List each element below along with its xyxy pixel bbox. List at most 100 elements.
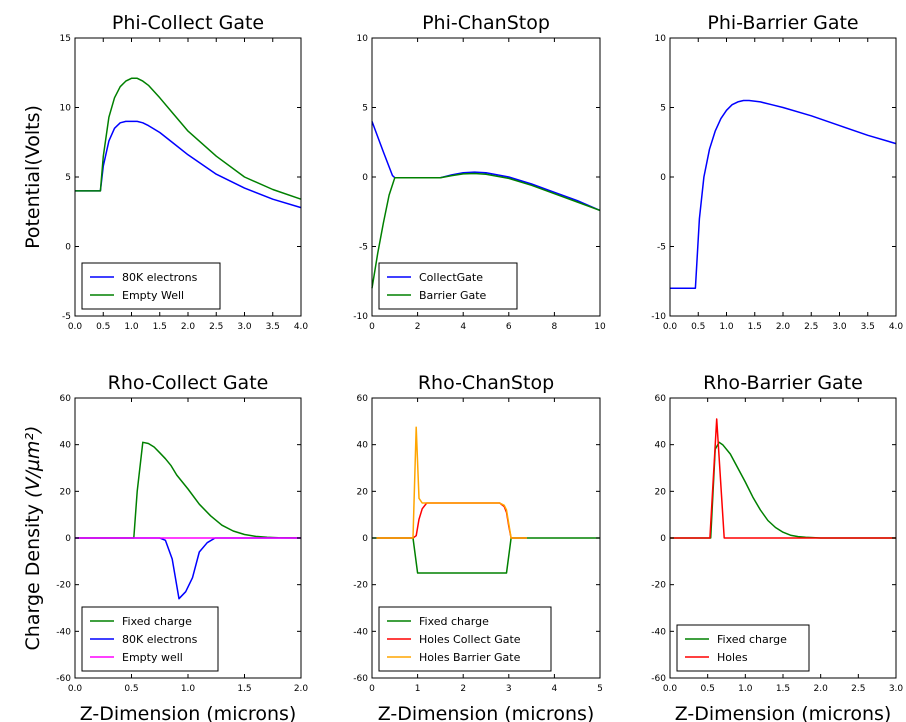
axis-ticks xyxy=(371,37,601,317)
series-line-fixed-charge xyxy=(372,537,600,574)
x-tick-label: 3.5 xyxy=(266,322,280,332)
legend-label-holes-collect-gate: Holes Collect Gate xyxy=(419,633,521,646)
x-tick-label: 10 xyxy=(594,322,606,332)
legend-label-holes: Holes xyxy=(717,651,748,664)
y-tick-label: 10 xyxy=(655,34,667,44)
y-tick-label: 0 xyxy=(362,534,368,544)
axis-ticks xyxy=(669,397,897,679)
series-line-collectgate xyxy=(371,121,601,212)
y-tick-label: 40 xyxy=(357,441,369,451)
legend: Fixed charge Holes Collect Gate Holes Barr… xyxy=(378,606,552,672)
y-tick-label: -5 xyxy=(359,243,368,253)
y-tick-label: 60 xyxy=(357,394,369,404)
axis-ticks xyxy=(74,37,302,317)
x-tick-label: 2.5 xyxy=(851,684,865,694)
x-tick-label: 0.5 xyxy=(96,322,110,332)
y-tick-label: -20 xyxy=(353,581,368,591)
x-tick-label: 2.0 xyxy=(181,322,196,332)
chart-panel-phi-collect-gate: Phi-Collect Gate 0.0 0.5 1.0 1.5 2.0 2.5 3.0 3.5… xyxy=(22,12,308,332)
y-axis-label-text: Charge Density xyxy=(22,504,44,650)
series-line-potential xyxy=(670,99,897,289)
series-line-fixed-charge xyxy=(75,441,302,539)
y-tick-label: 60 xyxy=(60,394,72,404)
x-tick-label: 1.5 xyxy=(748,322,762,332)
series-line-holes-barrier-gate xyxy=(376,426,527,539)
series-line-fixed-charge xyxy=(670,441,896,539)
chart-panel-rho-chanstop: Rho-ChanStop 0 1 2 3 4 5 -60 -40 -20 0 20 40 60 Z-Dime… xyxy=(353,372,603,722)
x-tick-label: 4.0 xyxy=(294,322,309,332)
y-axis-label-text: Potential(Volts) xyxy=(22,105,44,249)
x-tick-label: 1.5 xyxy=(237,684,251,694)
x-tick-label: 2 xyxy=(460,684,466,694)
x-tick-label: 0.5 xyxy=(691,322,705,332)
chart-title: Phi-Barrier Gate xyxy=(707,12,858,34)
y-tick-label: 0 xyxy=(65,534,71,544)
x-tick-label: 2.5 xyxy=(209,322,223,332)
chart-title: Rho-ChanStop xyxy=(418,372,554,394)
x-tick-label: 3.0 xyxy=(889,684,904,694)
y-tick-label: 40 xyxy=(60,441,72,451)
series-line-80k-electrons xyxy=(75,120,302,209)
legend-label-empty-well: Empty Well xyxy=(122,289,184,302)
legend-label-barrier-gate: Barrier Gate xyxy=(419,289,487,302)
x-tick-label: 4 xyxy=(552,684,558,694)
y-tick-label: 10 xyxy=(60,104,72,114)
x-tick-label: 3.0 xyxy=(237,322,252,332)
x-tick-label: 5 xyxy=(597,684,603,694)
y-tick-label: -5 xyxy=(62,312,71,322)
series-line-holes xyxy=(670,418,896,539)
chart-title: Phi-ChanStop xyxy=(422,12,550,34)
x-tick-label: 0.0 xyxy=(68,684,83,694)
chart-title: Rho-Barrier Gate xyxy=(703,372,863,394)
y-axis-label-units: (V/µm²) xyxy=(22,426,44,498)
x-tick-label: 1 xyxy=(415,684,421,694)
x-tick-label: 2 xyxy=(415,322,421,332)
legend-label-fixed-charge: Fixed charge xyxy=(717,633,787,646)
legend: Fixed charge 80K electrons Empty well xyxy=(81,606,219,672)
x-axis-label: Z-Dimension (microns) xyxy=(80,703,297,722)
x-tick-label: 1.0 xyxy=(738,684,753,694)
legend-label-fixed-charge: Fixed charge xyxy=(122,615,192,628)
x-tick-label: 3.0 xyxy=(832,322,847,332)
y-tick-label: -20 xyxy=(651,581,666,591)
y-tick-label: 15 xyxy=(60,34,71,44)
x-tick-label: 2.0 xyxy=(776,322,791,332)
legend-label-80k-electrons: 80K electrons xyxy=(122,271,198,284)
x-tick-label: 0.0 xyxy=(663,684,678,694)
x-tick-label: 2.0 xyxy=(294,684,309,694)
x-tick-label: 3 xyxy=(506,684,512,694)
chart-panel-rho-barrier-gate: Rho-Barrier Gate 0.0 0.5 1.0 1.5 2.0 2.5 3.0 -60… xyxy=(651,372,903,722)
chart-title: Phi-Collect Gate xyxy=(112,12,264,34)
y-tick-label: -5 xyxy=(657,243,666,253)
x-axis-label: Z-Dimension (microns) xyxy=(378,703,595,722)
y-tick-label: -60 xyxy=(56,674,71,684)
legend-label-empty-well: Empty well xyxy=(122,651,183,664)
x-tick-label: 2.5 xyxy=(804,322,818,332)
legend: Fixed charge Holes xyxy=(676,624,810,672)
chart-panel-phi-barrier-gate: Phi-Barrier Gate 0.0 0.5 1.0 1.5 2.0 2.5 3.0 3.5… xyxy=(651,12,903,332)
x-tick-label: 3.5 xyxy=(861,322,875,332)
x-tick-label: 1.5 xyxy=(776,684,790,694)
y-tick-label: 5 xyxy=(660,104,666,114)
chart-panel-phi-chanstop: Phi-ChanStop 0 2 4 6 8 10 -10 -5 0 5 10 CollectGate B… xyxy=(353,12,606,332)
x-axis-label: Z-Dimension (microns) xyxy=(675,703,892,722)
x-tick-label: 1.5 xyxy=(153,322,167,332)
y-axis-label: Charge Density (V/µm²) xyxy=(22,426,44,651)
y-tick-label: 20 xyxy=(60,487,72,497)
series-line-80k-electrons xyxy=(75,537,301,600)
y-tick-label: -60 xyxy=(353,674,368,684)
axis-ticks xyxy=(371,397,601,679)
y-tick-label: 20 xyxy=(357,487,369,497)
y-tick-label: -10 xyxy=(651,312,666,322)
y-tick-label: 40 xyxy=(655,441,667,451)
legend-label-holes-barrier-gate: Holes Barrier Gate xyxy=(419,651,521,664)
y-tick-label: -40 xyxy=(353,627,368,637)
series-line-barrier-gate xyxy=(371,172,601,289)
x-tick-label: 0 xyxy=(369,684,375,694)
y-tick-label: 10 xyxy=(357,34,369,44)
legend-box xyxy=(81,262,221,310)
series-line-holes-collect-gate xyxy=(376,502,527,539)
chart-panel-rho-collect-gate: Rho-Collect Gate 0.0 0.5 1.0 1.5 2.0 -60 -40 -20… xyxy=(22,372,308,722)
x-tick-label: 2.0 xyxy=(814,684,829,694)
